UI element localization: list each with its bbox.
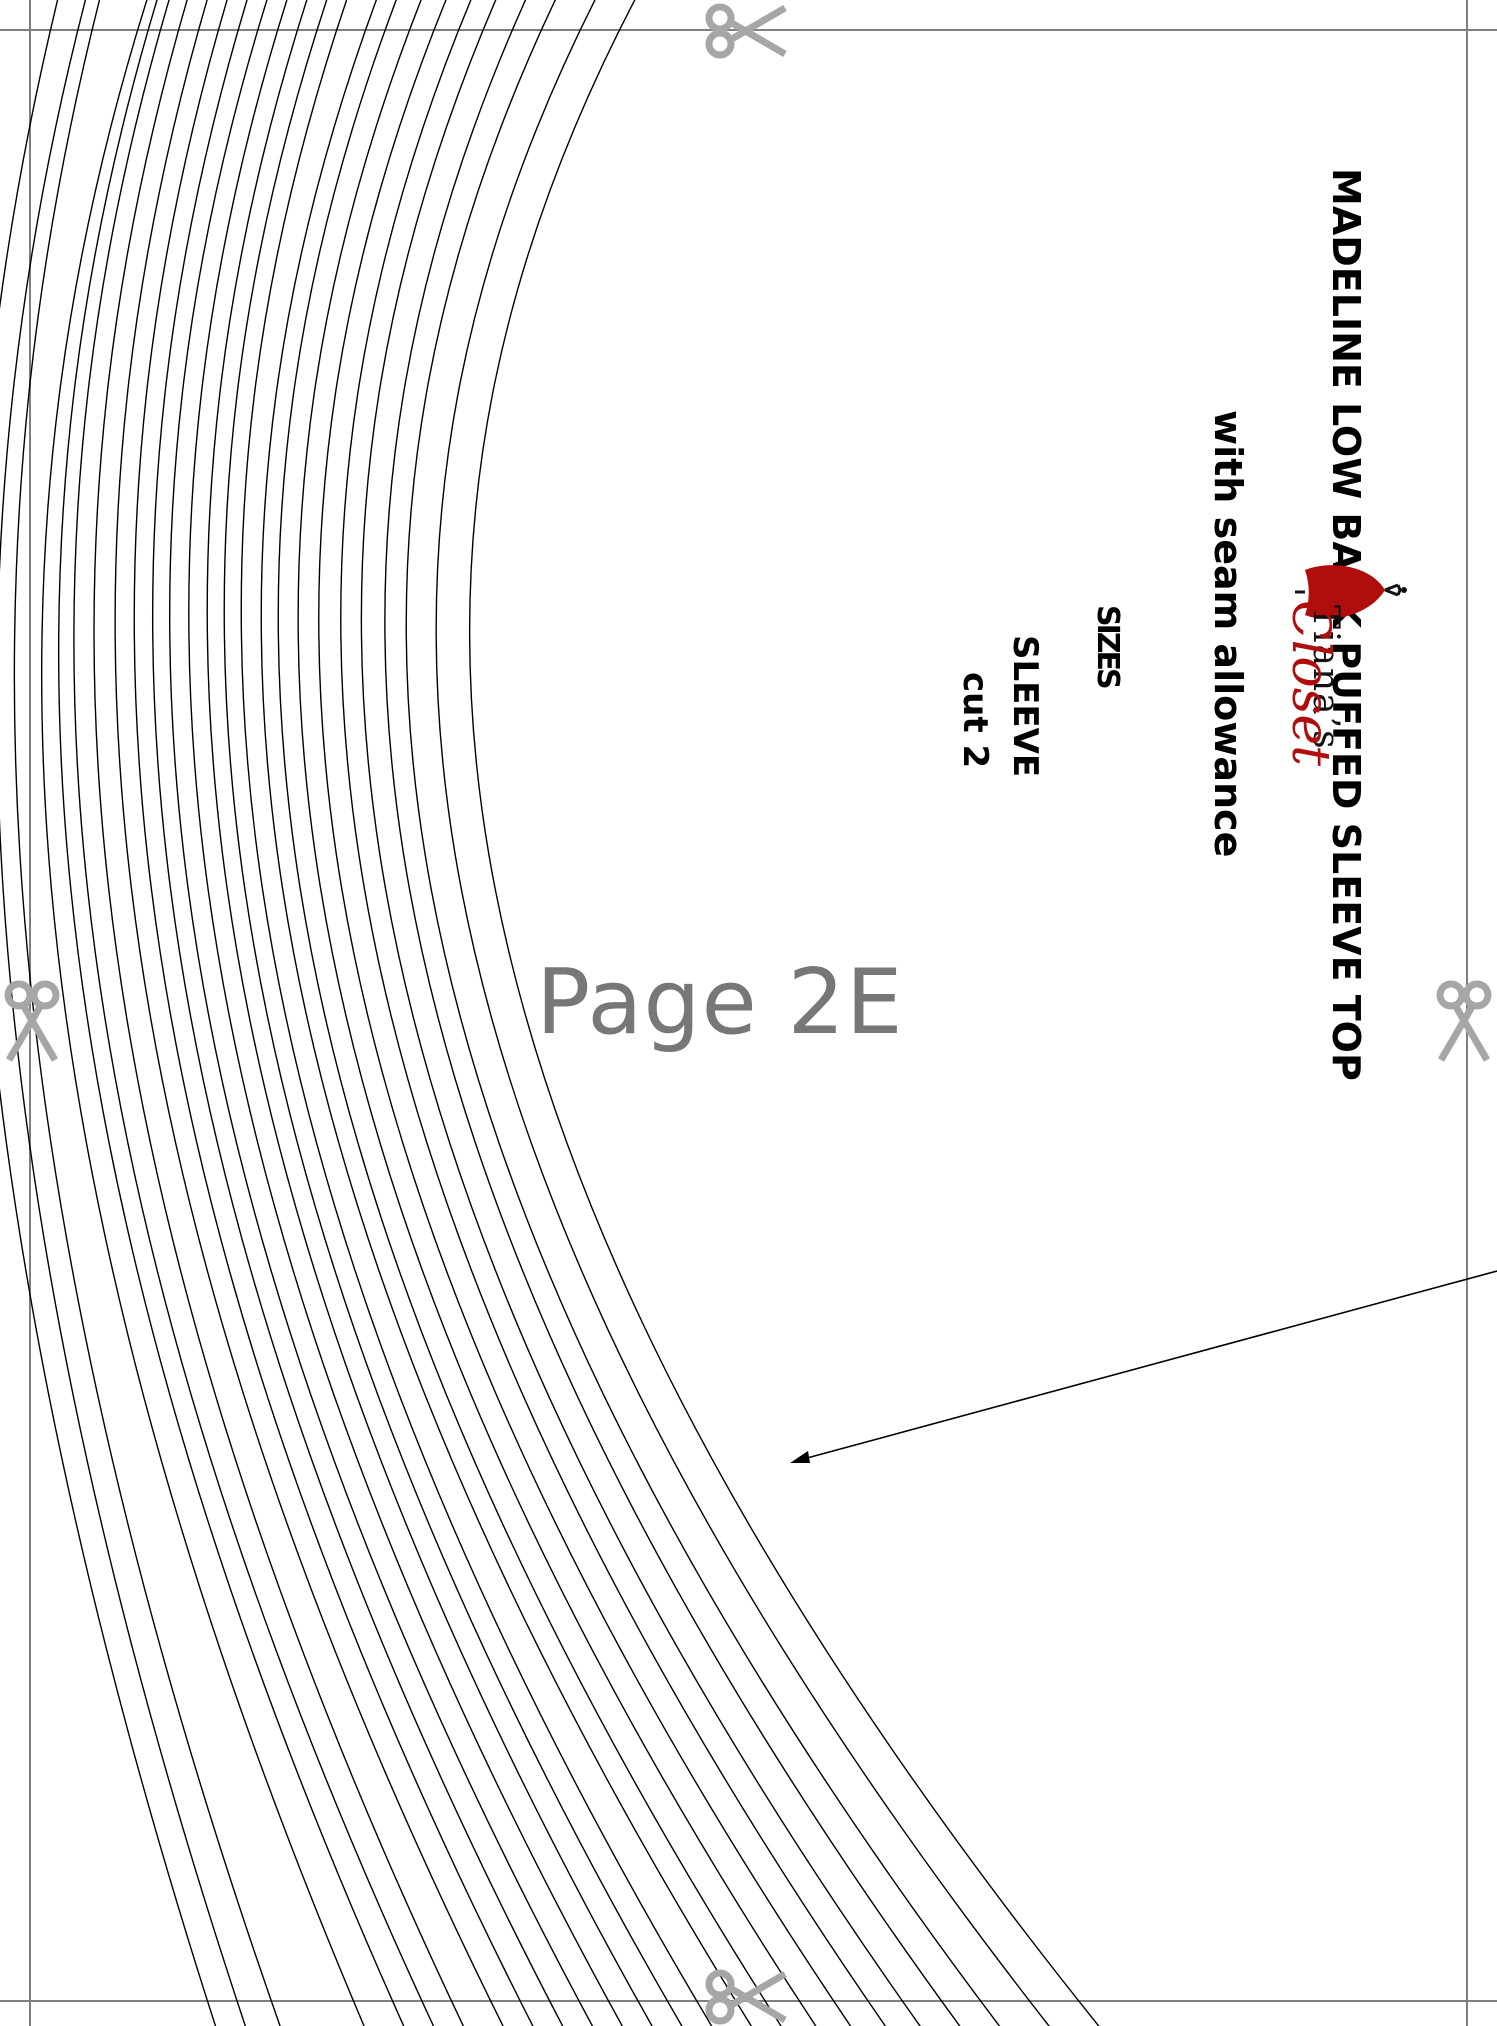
scissors-icon [705, 3, 787, 59]
sleeve-size-lines [0, 0, 1100, 2026]
size-curve-line [340, 0, 887, 2026]
size-curve-line [435, 0, 1050, 2026]
size-curve-line [317, 0, 852, 2026]
size-curve-line [188, 0, 624, 2026]
scissors-icon [705, 1969, 787, 2025]
size-curve-line [297, 0, 817, 2026]
size-curve-line [93, 0, 465, 2026]
size-curve-line [0, 0, 247, 2026]
size-curve-line [168, 0, 594, 2026]
size-curve-line [405, 0, 1001, 2026]
size-curve-line [57, 0, 405, 2026]
piece-name: SLEEVE [1005, 635, 1045, 778]
grainline-arrow [790, 1270, 1497, 1463]
size-curve-line [114, 0, 504, 2026]
size-curve-line [277, 0, 782, 2026]
size-curve-line [260, 0, 753, 2026]
size-curve-line [384, 0, 961, 2026]
size-curve-line [206, 0, 653, 2026]
scissors-icon [1436, 980, 1492, 1062]
size-curve-line [360, 0, 921, 2026]
scissors-icon [4, 980, 60, 1062]
page-label: Page 2E [536, 950, 904, 1055]
size-curve-line [0, 0, 217, 2026]
size-curve-line [240, 0, 713, 2026]
pattern-subtitle: with seam allowance [1206, 410, 1250, 858]
cut-instruction: cut 2 [955, 672, 995, 769]
size-curve-line [40, 0, 365, 2026]
size-curve-line [223, 0, 683, 2026]
size-curve-line [13, 0, 281, 2026]
brand-name-line2: Closet [1280, 600, 1340, 767]
size-curve-line [133, 0, 534, 2026]
dress-form-logo-icon [1295, 565, 1407, 619]
size-label: SIZES [1090, 605, 1125, 687]
size-curve-line [151, 0, 564, 2026]
size-curve-line [73, 0, 435, 2026]
size-curve-line [468, 0, 1100, 2026]
